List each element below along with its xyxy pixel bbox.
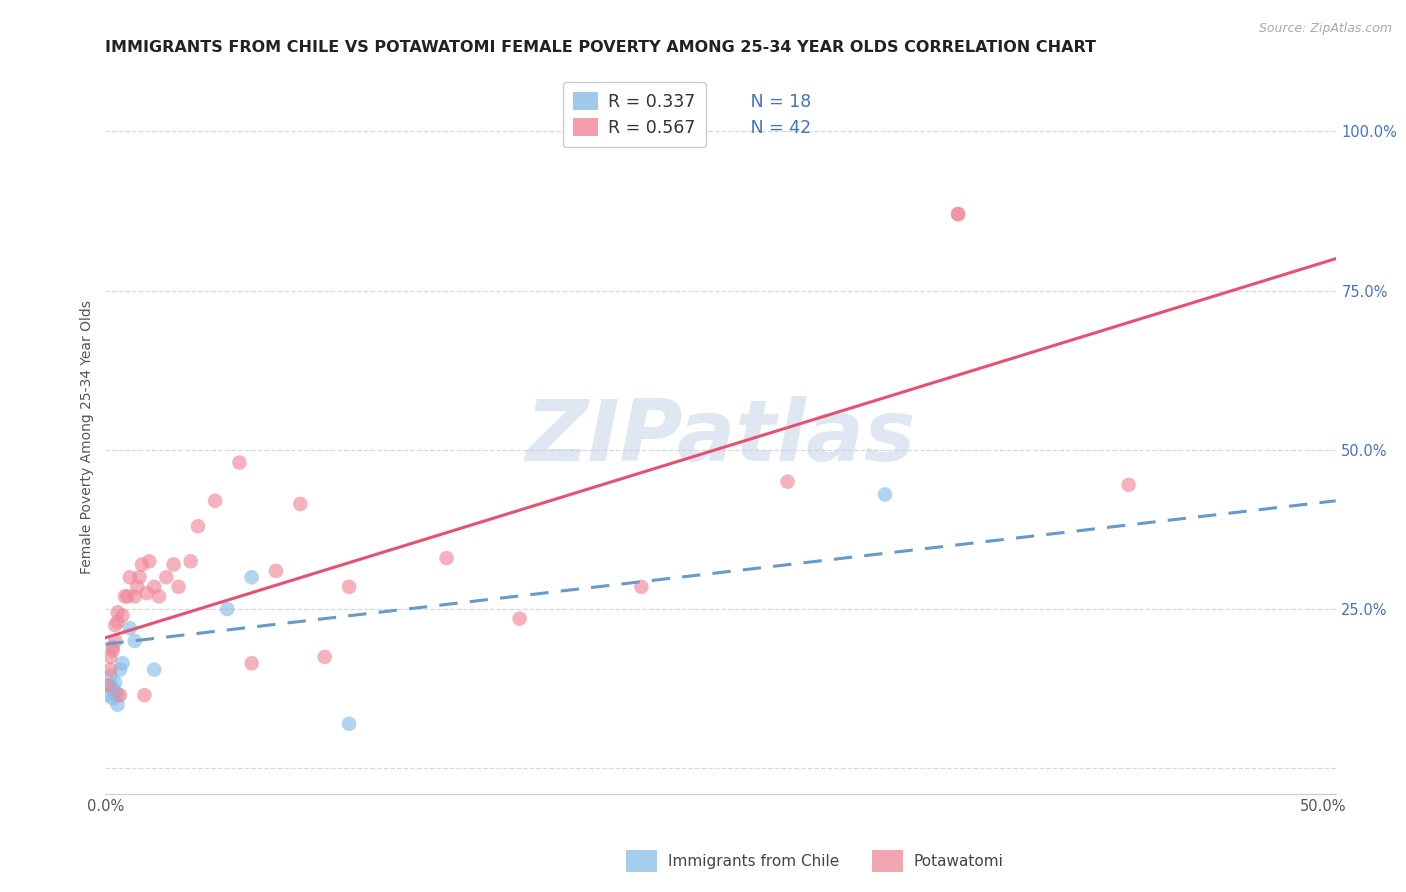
Point [167, 580, 190, 594]
Point [98, 669, 121, 683]
Point [1118, 478, 1140, 492]
Point [143, 580, 166, 594]
Point [337, 580, 360, 594]
Point [98, 649, 121, 664]
Point [107, 615, 129, 629]
Text: Source: ZipAtlas.com: Source: ZipAtlas.com [1258, 22, 1392, 36]
Point [111, 657, 134, 671]
Point [217, 602, 239, 616]
Text: IMMIGRANTS FROM CHILE VS POTAWATOMI FEMALE POVERTY AMONG 25-34 YEAR OLDS CORRELA: IMMIGRANTS FROM CHILE VS POTAWATOMI FEMA… [105, 40, 1097, 55]
Text: Potawatomi: Potawatomi [914, 855, 1004, 869]
Point [180, 554, 202, 568]
Point [98, 679, 121, 693]
Point [776, 475, 799, 489]
Point [630, 580, 652, 594]
Point [124, 634, 146, 648]
Point [107, 688, 129, 702]
Point [108, 663, 131, 677]
Point [107, 698, 129, 712]
Point [148, 590, 170, 604]
Point [104, 685, 127, 699]
Point [97, 688, 120, 702]
Point [104, 634, 127, 648]
Point [104, 618, 127, 632]
Point [101, 643, 124, 657]
Point [436, 551, 458, 566]
Point [124, 590, 146, 604]
Point [946, 207, 969, 221]
Point [118, 570, 141, 584]
Point [873, 487, 896, 501]
Point [163, 558, 186, 572]
Point [143, 663, 166, 677]
Text: ZIPatlas: ZIPatlas [526, 395, 915, 479]
Text: Immigrants from Chile: Immigrants from Chile [668, 855, 839, 869]
Point [98, 663, 121, 677]
Point [111, 608, 134, 623]
Point [101, 681, 124, 696]
Point [117, 590, 139, 604]
Point [127, 580, 149, 594]
Point [228, 456, 250, 470]
Point [509, 612, 531, 626]
Point [240, 570, 263, 584]
Point [155, 570, 177, 584]
Point [104, 675, 127, 690]
Point [97, 679, 120, 693]
Point [101, 691, 124, 706]
Point [107, 605, 129, 619]
Point [290, 497, 312, 511]
Point [337, 716, 360, 731]
Point [138, 554, 160, 568]
Point [135, 586, 157, 600]
Text: N = 42: N = 42 [734, 119, 811, 136]
Point [204, 493, 226, 508]
Point [131, 558, 153, 572]
Point [134, 688, 156, 702]
Point [108, 688, 131, 702]
Point [240, 657, 263, 671]
Y-axis label: Female Poverty Among 25-34 Year Olds: Female Poverty Among 25-34 Year Olds [80, 300, 94, 574]
Point [946, 207, 969, 221]
Legend: R = 0.337, R = 0.567: R = 0.337, R = 0.567 [562, 82, 706, 147]
Point [187, 519, 209, 533]
Point [128, 570, 150, 584]
Text: N = 18: N = 18 [734, 93, 811, 111]
Point [114, 590, 136, 604]
Point [264, 564, 287, 578]
Point [101, 640, 124, 655]
Point [118, 621, 141, 635]
Point [314, 649, 336, 664]
